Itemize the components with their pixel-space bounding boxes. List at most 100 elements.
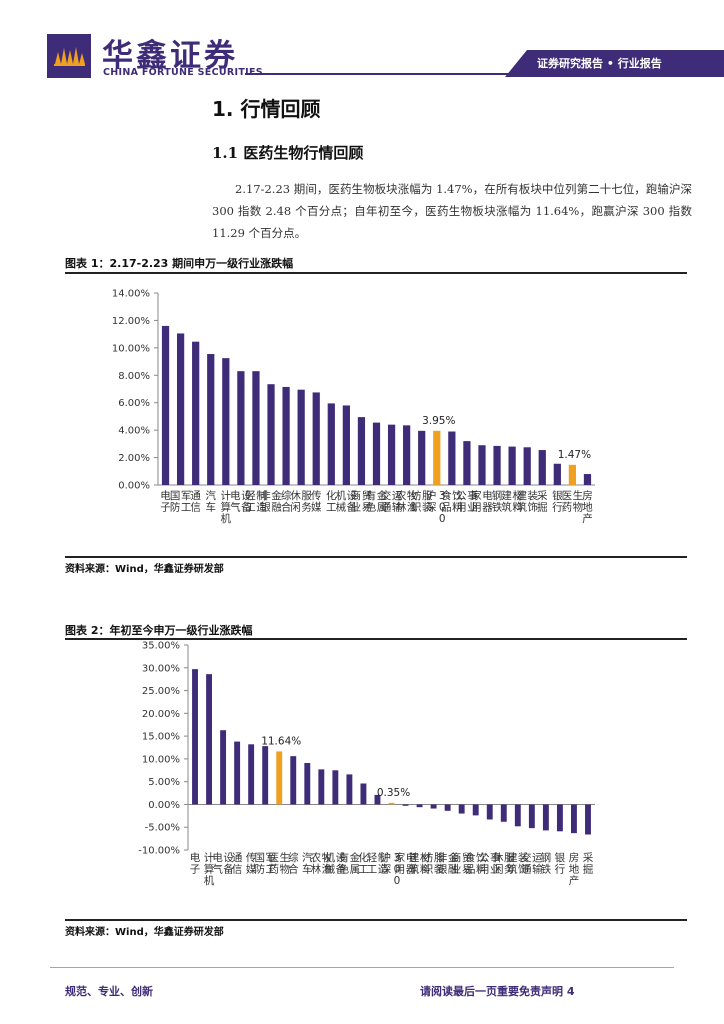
x-tick-label: 房地产 [582,489,593,525]
x-tick-char: 融 [448,864,459,876]
x-tick-char: 非 [437,852,448,864]
x-tick-char: 交 [521,851,532,864]
x-tick-char: 装 [527,489,538,502]
x-tick-char: 房 [569,851,580,864]
x-tick-char: 金 [350,851,361,864]
x-tick-char: 地 [569,863,580,876]
x-tick-char: 0 [439,502,446,514]
bar-银行 [556,804,563,832]
x-tick-char: 钢 [541,851,552,864]
x-tick-char: 备 [241,501,252,514]
subsection-heading: 1.1 医药生物行情回顾 [212,144,364,162]
footer-disclaimer: 请阅读最后一页重要免责声明 4 [420,985,575,998]
figure2-top-rule [65,638,687,640]
x-tick-char: 医 [562,490,573,502]
x-tick-char: 易 [362,502,373,514]
bar-有色金属 [372,422,381,485]
x-tick-char: 饰 [518,863,529,876]
y-tick-label: 5.00% [148,777,180,788]
bar-农林牧渔 [403,425,411,485]
bar-计算机 [222,358,230,485]
x-tick-char: 汽 [302,851,313,864]
x-tick-char: 金 [377,489,388,502]
figure2-bottom-rule [65,919,687,921]
x-tick-char: 事 [490,851,501,864]
logo-mark [47,34,91,78]
x-tick-char: 设 [223,852,234,864]
bar-国防军工 [176,333,185,485]
x-tick-char: 休 [493,852,504,864]
x-tick-char: 造 [256,501,267,514]
bar-非银金融 [267,384,275,485]
x-tick-char: 有 [339,851,350,864]
x-tick-char: 食 [441,489,452,502]
x-tick-label: 电子 [190,851,201,876]
bar-采掘 [538,450,546,485]
x-tick-char: 深 [381,864,392,876]
bar-建筑材料 [416,804,423,808]
bar-钢铁 [493,445,501,485]
bar-采掘 [585,804,591,835]
bar-银行 [553,463,561,485]
figure1-bottom-rule [65,556,687,558]
x-tick-char: 铁 [541,863,552,876]
x-tick-char: 装 [518,851,529,864]
bar-汽车 [207,354,215,485]
x-tick-char: 械 [336,501,347,514]
x-tick-char: 输 [532,863,543,876]
x-tick-char: 机 [221,512,232,525]
footer-slogan: 规范、专业、创新 [65,985,153,998]
bar-电气设备 [220,730,227,805]
x-tick-char: 计 [221,489,232,502]
x-tick-label: 传媒 [246,852,257,876]
x-tick-char: 算 [221,501,232,514]
x-tick-char: 掘 [583,863,594,876]
bar-通信 [234,741,241,805]
bar-交通运输 [387,424,396,485]
x-tick-label: 汽车 [205,489,216,514]
x-tick-char: 信 [232,864,243,876]
bar-休闲服务 [500,804,507,822]
x-tick-char: 筑 [501,501,512,514]
figure2-source: 资料来源：Wind，华鑫证券研发部 [65,927,224,938]
x-tick-char: 商 [351,489,362,502]
y-tick-label: 8.00% [118,371,150,382]
x-tick-char: 公 [456,490,467,502]
x-tick-char: 化 [326,489,337,502]
x-tick-char: 工 [265,864,276,876]
x-tick-char: 电 [482,489,493,502]
x-tick-char: 运 [392,490,403,502]
x-tick-char: 物 [279,863,290,876]
y-tick-label: 30.00% [142,663,180,674]
bar-交通运输 [528,804,535,829]
x-tick-char: 械 [325,863,336,876]
bar-传媒 [312,392,320,485]
bar-房地产 [583,474,592,485]
x-tick-char: 物 [573,501,584,514]
x-tick-char: 生 [279,851,290,864]
bar-机械设备 [332,770,339,805]
x-tick-char: 服 [301,490,312,502]
x-tick-char: 深 [426,502,437,514]
y-tick-label: 35.00% [142,641,180,652]
x-tick-char: 钢 [492,489,503,502]
x-tick-char: 防 [254,863,264,876]
x-tick-char: 业 [490,864,501,876]
x-tick-char: 渔 [322,864,333,876]
